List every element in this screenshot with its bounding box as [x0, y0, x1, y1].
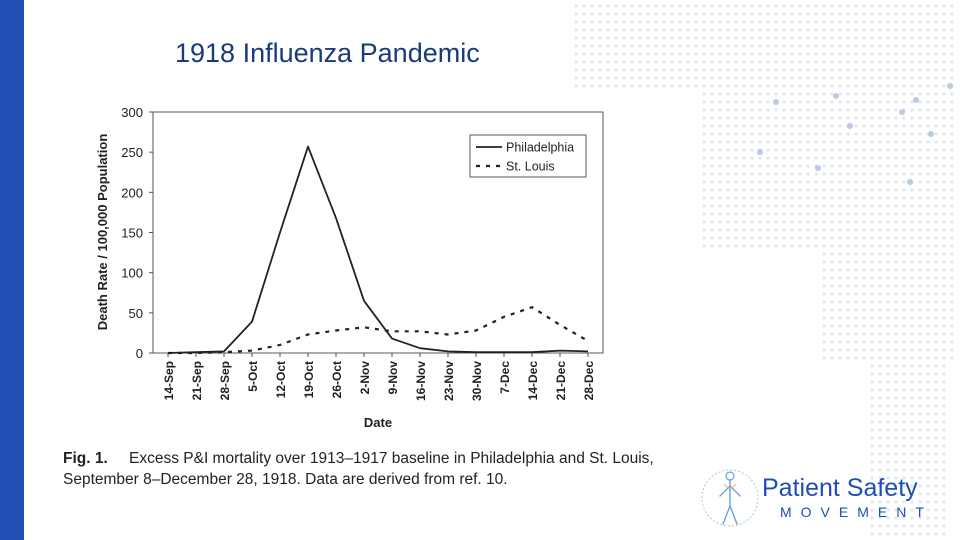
x-tick-label: 28-Dec — [582, 361, 596, 401]
x-tick-label: 19-Oct — [302, 361, 316, 398]
y-axis-ticks: 0 50 100 150 200 250 300 — [121, 105, 153, 361]
y-tick-label: 0 — [136, 346, 143, 361]
legend-label: Philadelphia — [506, 141, 574, 155]
y-tick-label: 150 — [121, 226, 143, 241]
x-tick-label: 28-Sep — [218, 361, 232, 400]
x-tick-label: 12-Oct — [274, 361, 288, 398]
legend-label: St. Louis — [506, 160, 555, 174]
world-map-background — [574, 4, 954, 536]
map-dots — [574, 4, 954, 536]
figure-label: Fig. 1. — [63, 450, 108, 467]
chart-series — [167, 145, 589, 355]
figure-caption: Fig. 1. Excess P&I mortality over 1913–19… — [63, 448, 663, 490]
y-tick-label: 250 — [121, 145, 143, 160]
x-tick-label: 9-Nov — [386, 361, 400, 395]
accent-bar — [0, 0, 24, 540]
x-tick-label: 16-Nov — [414, 361, 428, 401]
y-axis-label: Death Rate / 100,000 Population — [95, 134, 110, 331]
y-tick-label: 100 — [121, 266, 143, 281]
y-tick-label: 300 — [121, 105, 143, 120]
chart-legend: Philadelphia St. Louis — [469, 134, 587, 178]
patient-safety-logo: Patient Safety MOVEMENT — [700, 462, 950, 534]
x-axis-ticks: 14-Sep 21-Sep 28-Sep 5-Oct 12-Oct 19-Oct 26-Oc… — [162, 353, 596, 401]
x-tick-label: 2-Nov — [358, 361, 372, 395]
legend-box — [469, 134, 587, 178]
slide-title: 1918 Influenza Pandemic — [175, 38, 480, 68]
x-tick-label: 30-Nov — [470, 361, 484, 401]
y-tick-label: 200 — [121, 185, 143, 200]
x-tick-label: 5-Oct — [246, 361, 260, 392]
logo-subtitle: MOVEMENT — [780, 504, 933, 520]
x-tick-label: 14-Sep — [162, 361, 176, 400]
logo-title: Patient Safety — [762, 474, 918, 502]
x-tick-label: 21-Dec — [554, 361, 568, 401]
x-tick-label: 26-Oct — [330, 361, 344, 398]
x-tick-label: 23-Nov — [442, 361, 456, 401]
figure-caption-text: Excess P&I mortality over 1913–1917 base… — [63, 450, 654, 488]
x-tick-label: 7-Dec — [498, 361, 512, 394]
x-tick-label: 21-Sep — [190, 361, 204, 400]
x-tick-label: 14-Dec — [526, 361, 540, 401]
series-line-st-louis — [168, 306, 589, 355]
mortality-line-chart: 0 50 100 150 200 250 300 14-Sep 21-Sep 28-Sep 5-O… — [95, 105, 604, 430]
y-tick-label: 50 — [129, 306, 143, 321]
x-axis-label: Date — [364, 415, 392, 430]
series-line-philadelphia — [167, 145, 589, 354]
human-figure-icon — [701, 469, 759, 527]
